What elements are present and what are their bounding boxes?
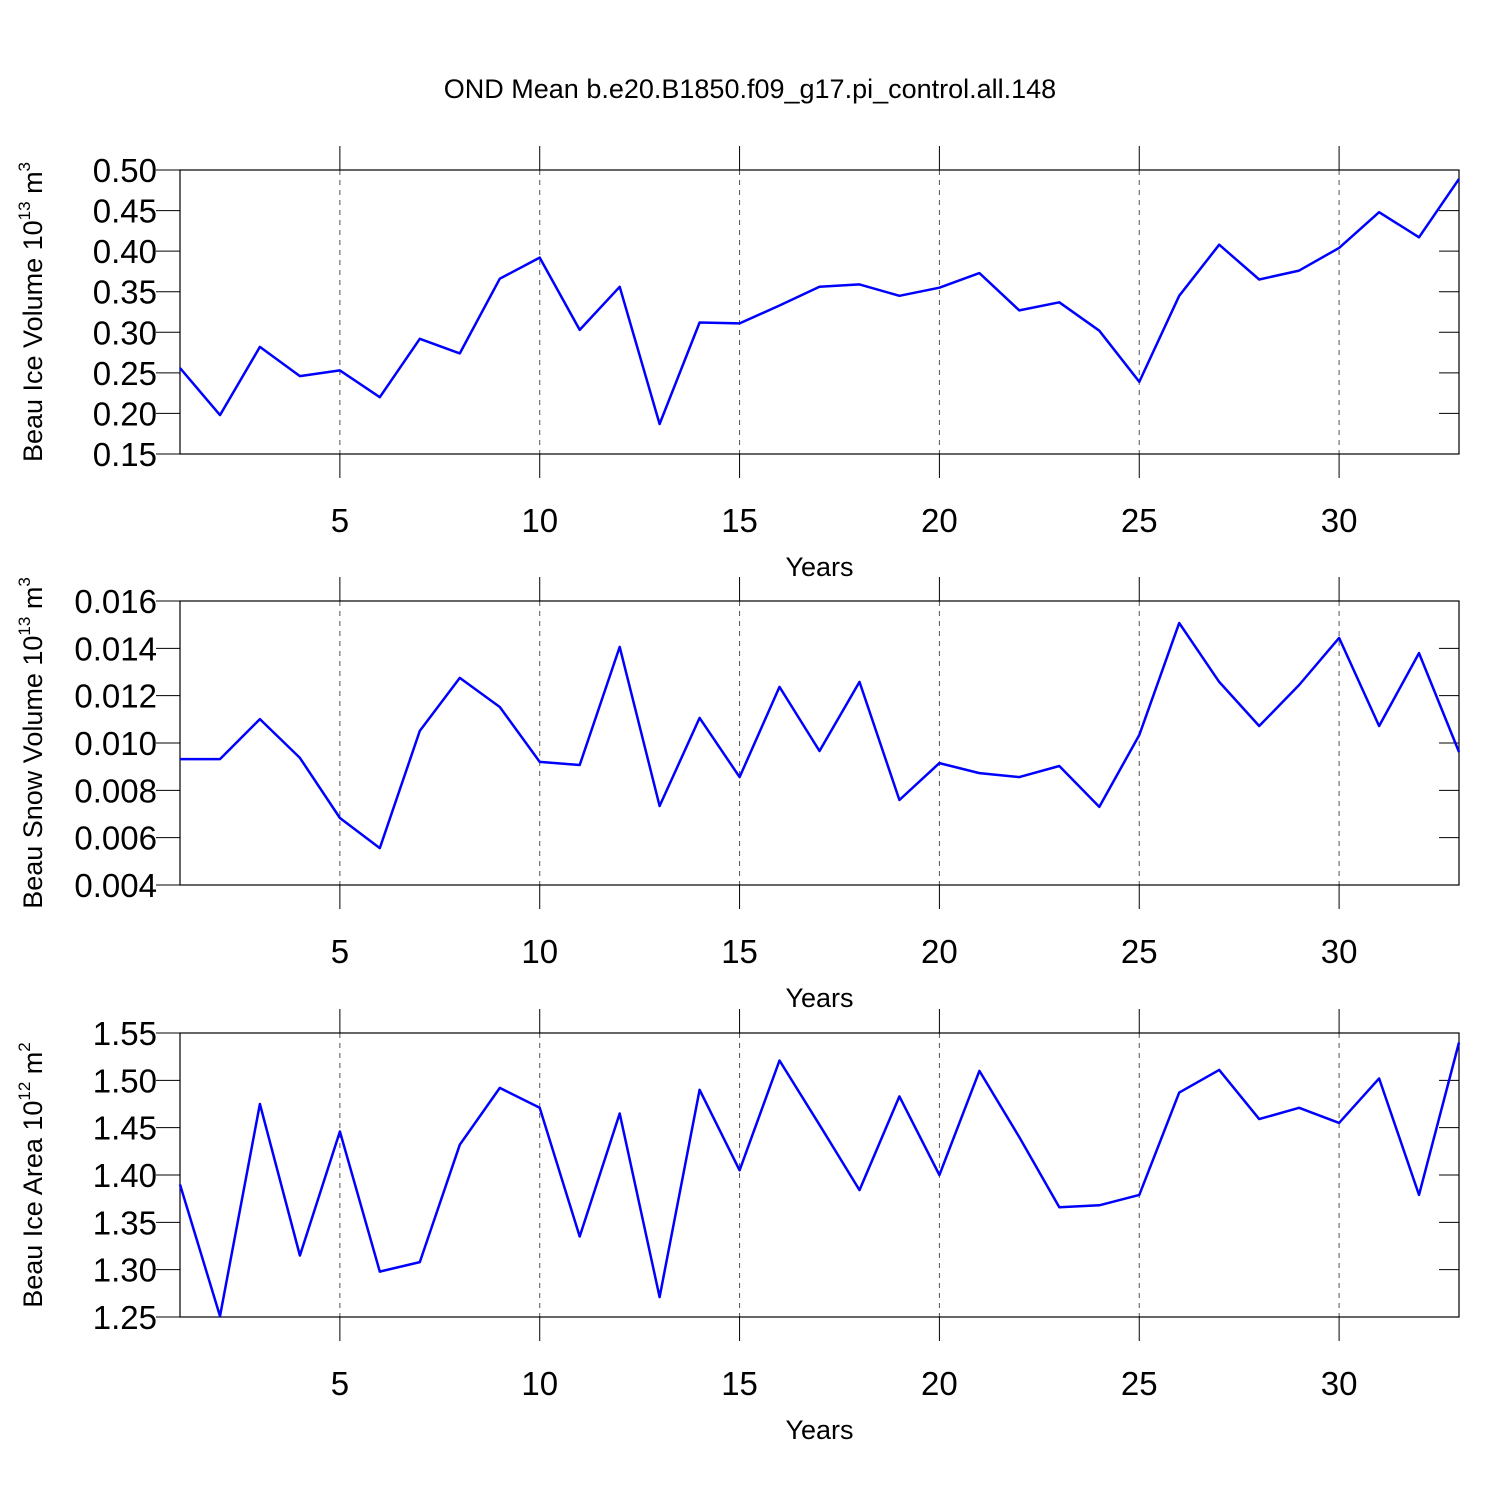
x-axis-label: Years <box>785 983 853 1013</box>
y-axis-label-unit: m <box>18 1052 48 1082</box>
figure-title: OND Mean b.e20.B1850.f09_g17.pi_control.… <box>444 74 1056 104</box>
x-tick-label: 30 <box>1321 933 1358 970</box>
y-axis-label-exponent: 13 <box>15 617 34 636</box>
y-tick-label: 0.004 <box>74 867 157 904</box>
y-axis-label-unit: m <box>18 171 48 201</box>
y-tick-label: 1.40 <box>93 1157 157 1194</box>
x-tick-label: 25 <box>1121 502 1158 539</box>
y-tick-label: 0.010 <box>74 725 157 762</box>
y-tick-label: 0.006 <box>74 820 157 857</box>
y-axis-label-unit-exponent: 3 <box>15 162 34 171</box>
x-tick-label: 20 <box>921 502 958 539</box>
x-tick-label: 15 <box>721 502 758 539</box>
y-axis-label: Beau Snow Volume 1013 m3 <box>15 577 48 909</box>
y-tick-label: 0.45 <box>93 193 157 230</box>
x-tick-label: 25 <box>1121 1365 1158 1402</box>
y-tick-label: 0.50 <box>93 152 157 189</box>
y-tick-label: 1.50 <box>93 1062 157 1099</box>
y-tick-label: 0.35 <box>93 274 157 311</box>
y-axis-label-text: Beau Snow Volume 10 <box>18 636 48 909</box>
x-tick-label: 20 <box>921 1365 958 1402</box>
y-tick-label: 0.30 <box>93 314 157 351</box>
x-tick-label: 15 <box>721 933 758 970</box>
x-tick-label: 10 <box>521 933 558 970</box>
x-tick-label: 30 <box>1321 502 1358 539</box>
y-axis-label-unit-exponent: 3 <box>15 577 34 586</box>
y-axis-label-exponent: 12 <box>15 1082 34 1101</box>
y-tick-label: 0.016 <box>74 583 157 620</box>
y-axis-label-text: Beau Ice Volume 10 <box>18 220 48 462</box>
x-tick-label: 5 <box>331 933 349 970</box>
x-tick-label: 10 <box>521 502 558 539</box>
y-tick-label: 1.35 <box>93 1204 157 1241</box>
x-tick-label: 5 <box>331 502 349 539</box>
y-axis-label: Beau Ice Area 1012 m2 <box>15 1042 48 1308</box>
x-tick-label: 10 <box>521 1365 558 1402</box>
y-tick-label: 0.40 <box>93 233 157 270</box>
x-tick-label: 20 <box>921 933 958 970</box>
y-tick-label: 0.25 <box>93 355 157 392</box>
y-tick-label: 0.20 <box>93 395 157 432</box>
y-axis-label-text: Beau Ice Area 10 <box>18 1101 48 1308</box>
x-tick-label: 15 <box>721 1365 758 1402</box>
y-axis-label: Beau Ice Volume 1013 m3 <box>15 162 48 462</box>
x-tick-label: 30 <box>1321 1365 1358 1402</box>
x-tick-label: 25 <box>1121 933 1158 970</box>
x-axis-label: Years <box>785 1415 853 1445</box>
y-tick-label: 1.30 <box>93 1252 157 1289</box>
y-tick-label: 0.012 <box>74 678 157 715</box>
y-tick-label: 0.014 <box>74 630 157 667</box>
y-tick-label: 1.25 <box>93 1299 157 1336</box>
y-tick-label: 1.55 <box>93 1015 157 1052</box>
data-line <box>179 178 1461 426</box>
y-tick-label: 0.15 <box>93 436 157 473</box>
data-line <box>178 1042 1461 1318</box>
x-axis-label: Years <box>785 552 853 582</box>
y-axis-label-exponent: 13 <box>15 201 34 220</box>
data-line <box>180 621 1461 850</box>
y-axis-label-unit-exponent: 2 <box>15 1042 34 1051</box>
plot-frame <box>179 169 1460 455</box>
x-tick-label: 5 <box>331 1365 349 1402</box>
plot-frame <box>179 1032 1460 1318</box>
y-axis-label-unit: m <box>18 587 48 617</box>
y-tick-label: 0.008 <box>74 772 157 809</box>
y-tick-label: 1.45 <box>93 1110 157 1147</box>
plot-frame <box>179 600 1460 886</box>
